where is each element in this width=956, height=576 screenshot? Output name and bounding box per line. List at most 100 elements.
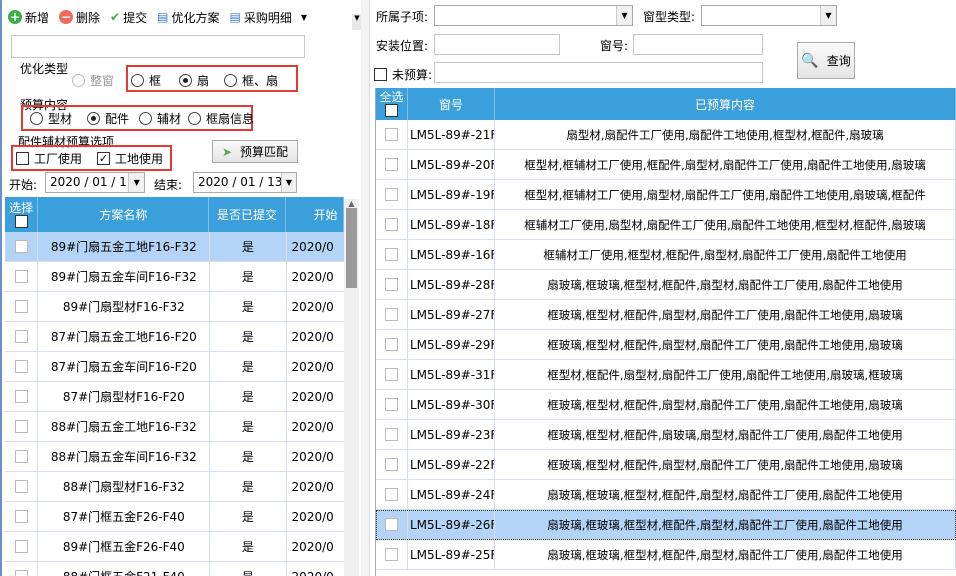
row-checkbox[interactable] bbox=[385, 158, 398, 171]
row-checkbox[interactable] bbox=[385, 278, 398, 291]
radio-whole-window[interactable]: 整窗 bbox=[72, 72, 114, 89]
query-button[interactable]: 🔍 查询 bbox=[797, 42, 855, 79]
row-select-cell[interactable] bbox=[376, 420, 408, 449]
row-checkbox[interactable] bbox=[385, 308, 398, 321]
table-row[interactable]: LM5L-89#-26F24扇玻璃,框玻璃,框型材,框配件,扇型材,扇配件工厂使… bbox=[376, 510, 956, 540]
table-row[interactable]: 89#门扇型材F16-F32 是 2020/0 bbox=[5, 292, 344, 322]
radio-auxiliary[interactable]: 辅材 bbox=[139, 110, 181, 127]
select-all-checkbox[interactable] bbox=[385, 104, 398, 117]
row-checkbox[interactable] bbox=[14, 570, 28, 576]
table-row[interactable]: 88#门扇五金车间F16-F32 是 2020/0 bbox=[5, 442, 344, 472]
header-start[interactable]: 开始 bbox=[286, 197, 344, 232]
row-select-cell[interactable] bbox=[5, 532, 39, 561]
row-select-cell[interactable] bbox=[5, 412, 39, 441]
toolbar-overflow-icon[interactable]: ▼ bbox=[352, 14, 362, 30]
scroll-up-icon[interactable]: ▲ bbox=[348, 199, 355, 208]
table-row[interactable]: LM5L-89#-18F16框辅材工厂使用,扇型材,扇配件工厂使用,扇配件工地使… bbox=[376, 210, 956, 240]
row-checkbox[interactable] bbox=[385, 488, 398, 501]
row-select-cell[interactable] bbox=[5, 322, 39, 351]
table-row[interactable]: 88#门扇型材F16-F32 是 2020/0 bbox=[5, 472, 344, 502]
row-checkbox[interactable] bbox=[385, 518, 398, 531]
select-all-header[interactable]: 选择 bbox=[5, 197, 39, 232]
row-checkbox[interactable] bbox=[385, 548, 398, 561]
header-budgeted-content[interactable]: 已预算内容 bbox=[495, 88, 956, 120]
row-select-cell[interactable] bbox=[5, 352, 39, 381]
row-checkbox[interactable] bbox=[14, 540, 28, 553]
row-checkbox[interactable] bbox=[14, 330, 28, 343]
radio-sash[interactable]: 扇 bbox=[179, 72, 209, 89]
table-row[interactable]: 87#门框五金F26-F40 是 2020/0 bbox=[5, 502, 344, 532]
select-all-header[interactable]: 全选 bbox=[376, 88, 408, 120]
scrollbar[interactable]: ▲ bbox=[344, 199, 359, 576]
table-row[interactable]: LM5L-89#-16F15框辅材工厂使用,框型材,框配件,扇型材,扇配件工厂使… bbox=[376, 240, 956, 270]
radio-frame-sash[interactable]: 框、扇 bbox=[224, 72, 278, 89]
table-row[interactable]: 87#门扇五金车间F16-F20 是 2020/0 bbox=[5, 352, 344, 382]
row-checkbox[interactable] bbox=[385, 248, 398, 261]
table-row[interactable]: LM5L-89#-29F27框玻璃,框型材,框配件,扇型材,扇配件工厂使用,扇配… bbox=[376, 330, 956, 360]
table-row[interactable]: 87#门扇五金工地F16-F20 是 2020/0 bbox=[5, 322, 344, 352]
row-select-cell[interactable] bbox=[5, 292, 39, 321]
table-row[interactable]: 87#门扇型材F16-F20 是 2020/0 bbox=[5, 382, 344, 412]
row-checkbox[interactable] bbox=[14, 270, 28, 283]
row-checkbox[interactable] bbox=[385, 428, 398, 441]
purchase-detail-button[interactable]: ▤ 采购明细 ▼ bbox=[229, 9, 307, 26]
row-select-cell[interactable] bbox=[5, 562, 39, 576]
start-date-picker[interactable]: 2020 / 01 / 1 ▼ bbox=[45, 172, 145, 193]
radio-accessory[interactable]: 配件 bbox=[87, 110, 129, 127]
site-use-checkbox[interactable]: ✓ 工地使用 bbox=[97, 150, 163, 167]
row-select-cell[interactable] bbox=[5, 502, 39, 531]
row-select-cell[interactable] bbox=[5, 262, 39, 291]
chevron-down-icon[interactable]: ▼ bbox=[820, 6, 836, 25]
table-row[interactable]: LM5L-89#-28F26扇玻璃,框玻璃,框型材,框配件,扇型材,扇配件工厂使… bbox=[376, 270, 956, 300]
header-window-no[interactable]: 窗号 bbox=[408, 88, 495, 120]
row-checkbox[interactable] bbox=[14, 300, 28, 313]
splitter[interactable] bbox=[361, 0, 370, 576]
scrollbar-thumb[interactable] bbox=[346, 208, 357, 288]
end-date-picker[interactable]: 2020 / 01 / 13 ▼ bbox=[193, 172, 297, 193]
header-plan-name[interactable]: 方案名称 bbox=[38, 197, 210, 232]
row-checkbox[interactable] bbox=[14, 360, 28, 373]
unbudgeted-input[interactable] bbox=[434, 62, 763, 83]
table-row[interactable]: LM5L-89#-19F17框型材,框辅材工厂使用,扇型材,扇配件工厂使用,扇配… bbox=[376, 180, 956, 210]
row-select-cell[interactable] bbox=[376, 360, 408, 389]
add-button[interactable]: + 新增 bbox=[8, 9, 49, 26]
table-row[interactable]: LM5L-89#-30F28框玻璃,框型材,框配件,扇型材,扇配件工厂使用,扇配… bbox=[376, 390, 956, 420]
table-row[interactable]: LM5L-89#-31F29框型材,框配件,扇型材,扇配件工厂使用,扇配件工地使… bbox=[376, 360, 956, 390]
row-select-cell[interactable] bbox=[376, 510, 408, 539]
row-select-cell[interactable] bbox=[376, 150, 408, 179]
table-row[interactable]: 88#门扇五金工地F16-F32 是 2020/0 bbox=[5, 412, 344, 442]
optimize-plan-button[interactable]: ▤ 优化方案 bbox=[157, 9, 219, 26]
radio-frame[interactable]: 框 bbox=[131, 72, 161, 89]
factory-use-checkbox[interactable]: 工厂使用 bbox=[16, 150, 82, 167]
table-row[interactable]: LM5L-89#-22F20框玻璃,框型材,框配件,扇型材,扇配件工厂使用,扇配… bbox=[376, 450, 956, 480]
row-checkbox[interactable] bbox=[385, 368, 398, 381]
row-select-cell[interactable] bbox=[376, 330, 408, 359]
unbudgeted-checkbox[interactable]: 未预算: bbox=[374, 66, 432, 83]
select-all-checkbox[interactable] bbox=[14, 214, 28, 228]
table-row[interactable]: LM5L-89#-23F21框玻璃,框型材,框配件,扇玻璃,扇型材,扇配件工厂使… bbox=[376, 420, 956, 450]
location-input[interactable] bbox=[434, 34, 560, 55]
name-input[interactable] bbox=[11, 35, 305, 58]
window-no-input[interactable] bbox=[633, 34, 763, 55]
row-checkbox[interactable] bbox=[385, 128, 398, 141]
dropdown-arrow-icon[interactable]: ▼ bbox=[300, 12, 307, 22]
row-checkbox[interactable] bbox=[14, 510, 28, 523]
submit-button[interactable]: ✔ 提交 bbox=[110, 9, 147, 26]
row-select-cell[interactable] bbox=[376, 120, 408, 149]
table-row[interactable]: LM5L-89#-27F25框玻璃,框型材,框配件,扇型材,扇配件工厂使用,扇配… bbox=[376, 300, 956, 330]
chevron-down-icon[interactable]: ▼ bbox=[616, 6, 632, 25]
row-checkbox[interactable] bbox=[14, 480, 28, 493]
subitem-select[interactable]: ▼ bbox=[434, 5, 633, 26]
row-checkbox[interactable] bbox=[385, 338, 398, 351]
row-checkbox[interactable] bbox=[385, 218, 398, 231]
row-checkbox[interactable] bbox=[385, 458, 398, 471]
row-select-cell[interactable] bbox=[376, 540, 408, 569]
table-row[interactable]: 89#门扇五金车间F16-F32 是 2020/0 bbox=[5, 262, 344, 292]
row-checkbox[interactable] bbox=[14, 450, 28, 463]
row-select-cell[interactable] bbox=[376, 210, 408, 239]
row-select-cell[interactable] bbox=[376, 390, 408, 419]
header-submitted[interactable]: 是否已提交 bbox=[209, 197, 286, 232]
row-select-cell[interactable] bbox=[5, 382, 39, 411]
chevron-down-icon[interactable]: ▼ bbox=[128, 173, 144, 192]
row-checkbox[interactable] bbox=[385, 188, 398, 201]
